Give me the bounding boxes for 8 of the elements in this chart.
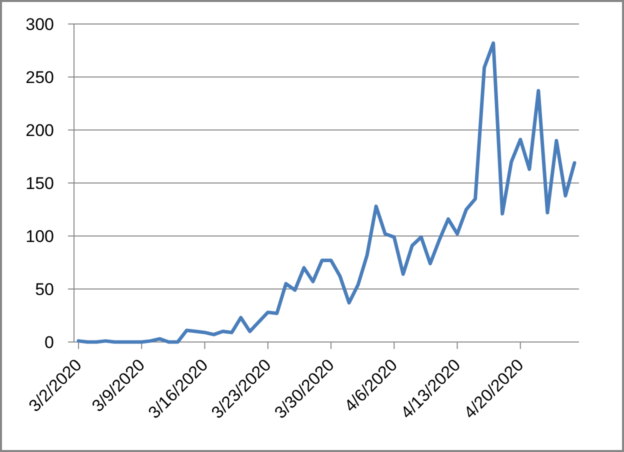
y-tick-label: 0 (44, 333, 54, 352)
y-tick-label: 250 (26, 68, 54, 88)
y-tick-label: 50 (35, 280, 54, 300)
y-tick-label: 200 (26, 121, 54, 140)
y-tick-label: 300 (26, 15, 54, 34)
y-tick-label: 100 (26, 227, 54, 246)
line-series (76, 41, 576, 344)
y-tick-label: 150 (26, 174, 54, 194)
